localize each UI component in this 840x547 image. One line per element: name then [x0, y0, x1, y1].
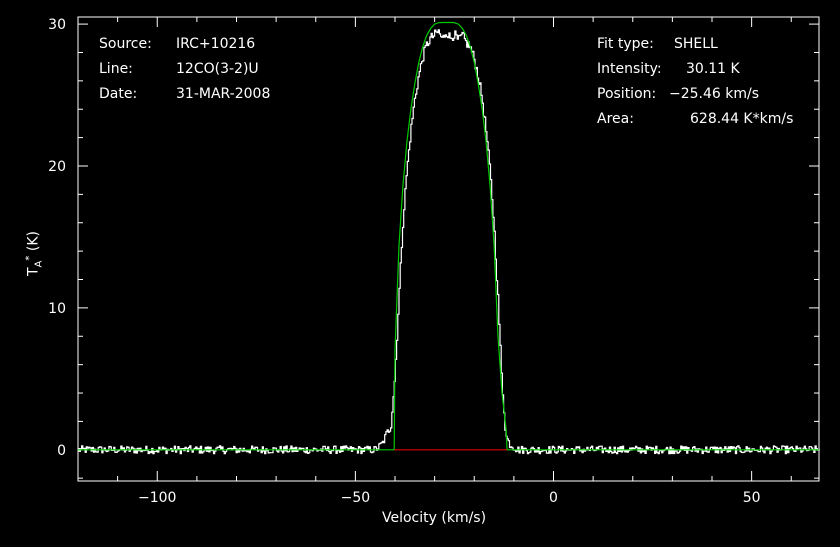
area-value: 628.44 K*km/s — [690, 111, 794, 127]
position-value: −25.46 km/s — [669, 86, 760, 102]
series-line-0 — [78, 29, 820, 455]
intensity-label: Intensity: — [597, 61, 662, 77]
x-tick-label: 50 — [743, 490, 761, 506]
date-label: Date: — [99, 86, 138, 102]
y-tick-label: 20 — [48, 159, 66, 175]
series-line-1 — [78, 21, 819, 451]
source-label: Source: — [99, 36, 152, 52]
y-tick-label: 10 — [48, 301, 66, 317]
plot-frame — [77, 16, 820, 482]
area-label: Area: — [597, 111, 634, 127]
line-value: 12CO(3-2)U — [176, 61, 259, 77]
fit-type-value: SHELL — [674, 36, 718, 52]
position-label: Position: — [597, 86, 657, 102]
y-tick-label: 30 — [48, 17, 66, 33]
x-tick-label: 0 — [549, 490, 558, 506]
x-tick-label: −100 — [138, 490, 176, 506]
x-axis-label: Velocity (km/s) — [382, 510, 487, 526]
y-tick-label: 0 — [57, 443, 66, 459]
source-value: IRC+10216 — [176, 36, 256, 52]
x-tick-label: −50 — [341, 490, 371, 506]
date-value: 31-MAR-2008 — [176, 86, 271, 102]
intensity-value: 30.11 K — [686, 61, 740, 77]
fit-type-label: Fit type: — [597, 36, 654, 52]
line-label: Line: — [99, 61, 133, 77]
y-axis-label: TA* (K) — [24, 231, 45, 276]
